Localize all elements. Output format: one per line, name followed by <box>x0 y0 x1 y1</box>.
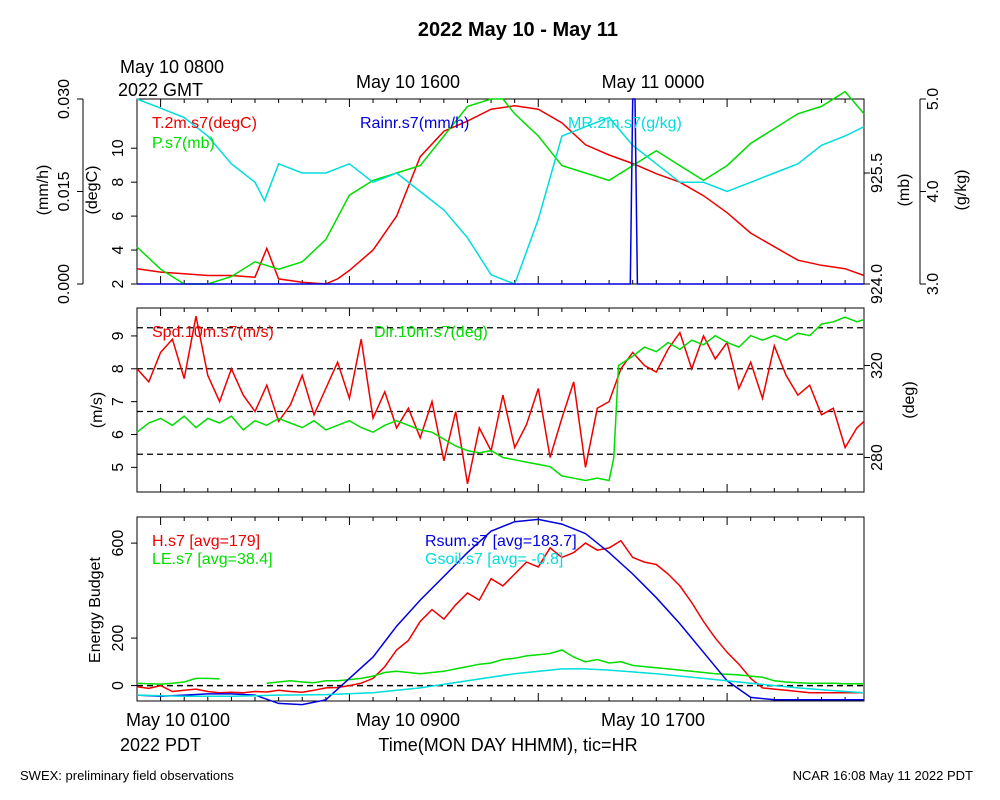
y-axis-label-dir: (deg) <box>901 381 918 418</box>
y-tick-label: 4 <box>110 246 127 255</box>
y-tick-label: 320 <box>869 352 886 379</box>
y-tick-label: 10 <box>110 139 127 157</box>
top-corner-label-1: May 10 0800 <box>120 57 224 77</box>
footer-right: NCAR 16:08 May 11 2022 PDT <box>793 768 973 783</box>
y-tick-label: 8 <box>110 364 127 373</box>
y-tick-label: 8 <box>110 178 127 187</box>
top-tick-label: May 11 0000 <box>602 72 705 92</box>
y-tick-label: 280 <box>869 444 886 471</box>
x-axis-label: Time(MON DAY HHMM), tic=HR <box>378 735 637 755</box>
series-line-energy-1 <box>136 649 864 685</box>
y-tick-label: 4.0 <box>925 180 942 202</box>
legend-label: H.s7 [avg=179] <box>152 533 260 550</box>
y-tick-label: 6 <box>110 430 127 439</box>
panel-bottom: 0 200 600 Energy Budget H.s7 [avg=179]LE.s7 … <box>87 516 865 706</box>
panel-top: 0.000 0.015 0.030 (mm/h) 2 4 6 8 10 (degC) 924.0 92… <box>35 79 970 304</box>
top-tick-label: May 10 1600 <box>356 72 460 92</box>
y-tick-label: 925.5 <box>869 153 886 193</box>
legend-label: Spd.10m.s7(m/s) <box>152 324 274 341</box>
legend-label: Rsum.s7 [avg=183.7] <box>425 533 577 550</box>
chart-labels: 2022 May 10 - May 11 May 10 0800 2022 GM… <box>20 19 973 783</box>
y-tick-label: 6 <box>110 212 127 221</box>
y-tick-label: 0 <box>110 681 127 690</box>
series-line-temp <box>136 105 865 285</box>
series-line-dir <box>136 316 865 482</box>
y-tick-label: 0.000 <box>56 264 73 304</box>
y-tick-label: 3.0 <box>925 273 942 295</box>
y-tick-label: 9 <box>110 331 127 340</box>
legend-label: T.2m.s7(degC) <box>152 115 257 132</box>
y-axis-label-mr: (g/kg) <box>953 170 970 211</box>
series-line-energy-3 <box>136 668 865 698</box>
legend-label: Rainr.s7(mm/h) <box>360 115 469 132</box>
y-tick-label: 0.030 <box>56 79 73 119</box>
legend-label: LE.s7 [avg=38.4] <box>152 551 273 568</box>
y-tick-label: 5.0 <box>925 88 942 110</box>
y-axis-label-energy: Energy Budget <box>87 557 104 663</box>
series-line-energy-2 <box>136 518 864 706</box>
y-axis-label-temp: (degC) <box>84 166 101 215</box>
top-corner-label-2: 2022 GMT <box>118 80 203 100</box>
series-line-speed <box>136 316 865 484</box>
y-tick-label: 200 <box>110 625 127 652</box>
series-line-mr <box>136 98 865 285</box>
y-tick-label: 2 <box>110 279 127 288</box>
y-tick-label: 600 <box>110 530 127 557</box>
bottom-corner-label: 2022 PDT <box>120 735 201 755</box>
legend-label: Dir.10m.s7(deg) <box>374 324 488 341</box>
chart-title: 2022 May 10 - May 11 <box>418 19 618 41</box>
footer-left: SWEX: preliminary field observations <box>20 768 234 783</box>
y-axis-label-speed: (m/s) <box>89 392 106 428</box>
y-axis-label-rain: (mm/h) <box>35 165 52 216</box>
bottom-tick-label: May 10 1700 <box>601 710 705 730</box>
y-tick-label: 7 <box>110 397 127 406</box>
series-line-rain <box>137 98 864 285</box>
y-tick-label: 0.015 <box>56 171 73 211</box>
y-axis-label-pressure: (mb) <box>896 174 913 207</box>
panel-middle: 5 6 7 8 9 (m/s) 280 320 (deg) Spd.10m.s7(m/s) Dir.… <box>89 307 918 493</box>
bottom-tick-label: May 10 0100 <box>126 710 230 730</box>
legend-label: MR.2m.s7(g/kg) <box>568 115 682 132</box>
y-tick-label: 5 <box>110 463 127 472</box>
legend-label: P.s7(mb) <box>152 135 215 152</box>
bottom-tick-label: May 10 0900 <box>356 710 460 730</box>
legend-label: Gsoil.s7 [avg= -0.8] <box>425 551 563 568</box>
y-tick-label: 924.0 <box>869 264 886 304</box>
series-line-pressure <box>136 90 865 285</box>
series-line-energy-0 <box>136 539 864 694</box>
